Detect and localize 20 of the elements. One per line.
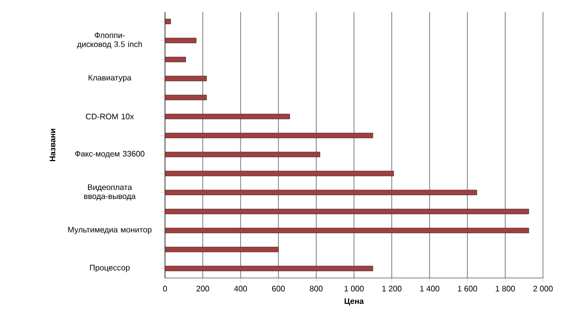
y-tick-label: Клавиатура bbox=[88, 74, 132, 82]
y-tick-label: Мультимедиа монитор bbox=[68, 226, 152, 234]
y-tick-label: Видеоплата ввода-вывода bbox=[84, 184, 136, 201]
x-tick-label: 1 400 bbox=[420, 286, 440, 292]
x-tick-label: 400 bbox=[234, 286, 247, 292]
x-tick-label: 0 bbox=[163, 286, 167, 292]
x-tick-label: 200 bbox=[196, 286, 210, 292]
y-axis-title: Названи bbox=[50, 128, 56, 162]
x-tick-label: 2 000 bbox=[533, 286, 553, 292]
x-axis-title: Цена bbox=[344, 298, 364, 306]
x-tick-label: 1 000 bbox=[344, 286, 364, 292]
y-tick-label: Процессор bbox=[90, 264, 130, 272]
x-tick-label: 1 200 bbox=[382, 286, 402, 292]
y-tick-label: Факс-модем 33600 bbox=[75, 150, 144, 158]
x-tick-label: 800 bbox=[310, 286, 323, 292]
x-tick-label: 1 800 bbox=[496, 286, 515, 292]
y-tick-label: CD-ROM 10x bbox=[86, 114, 134, 120]
x-tick-label: 600 bbox=[272, 286, 285, 292]
x-tick-label: 1 600 bbox=[458, 286, 478, 292]
y-tick-label: Флоппи-дисковод 3.5 inch bbox=[77, 32, 142, 49]
